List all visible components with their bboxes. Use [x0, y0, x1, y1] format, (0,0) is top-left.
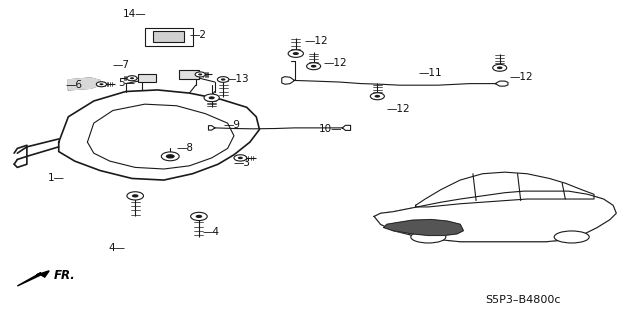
Text: —8: —8: [177, 144, 194, 153]
Polygon shape: [68, 78, 100, 90]
Circle shape: [132, 194, 138, 197]
Bar: [145, 28, 193, 46]
Circle shape: [161, 152, 179, 161]
Text: —12: —12: [323, 58, 347, 68]
Circle shape: [196, 215, 202, 218]
Circle shape: [195, 72, 205, 77]
FancyBboxPatch shape: [179, 70, 199, 79]
Circle shape: [99, 83, 104, 85]
Text: —4: —4: [202, 227, 219, 237]
Text: —9: —9: [223, 120, 240, 130]
Text: —12: —12: [509, 72, 533, 82]
Text: —11: —11: [419, 68, 442, 78]
Circle shape: [311, 65, 316, 68]
Polygon shape: [415, 172, 594, 207]
FancyBboxPatch shape: [138, 74, 156, 82]
Circle shape: [166, 154, 175, 159]
Text: 10—: 10—: [319, 124, 342, 135]
Text: —13: —13: [226, 74, 250, 84]
Polygon shape: [384, 219, 463, 235]
Polygon shape: [17, 271, 49, 286]
Circle shape: [371, 93, 385, 100]
Circle shape: [238, 157, 243, 159]
Text: —6: —6: [65, 80, 82, 90]
Text: —2: —2: [189, 30, 206, 40]
Circle shape: [198, 73, 202, 76]
Circle shape: [307, 63, 321, 70]
Circle shape: [234, 155, 246, 161]
Ellipse shape: [411, 231, 446, 243]
Circle shape: [127, 76, 137, 81]
Circle shape: [497, 66, 502, 69]
Circle shape: [209, 96, 215, 99]
Circle shape: [292, 52, 299, 55]
Text: FR.: FR.: [54, 269, 76, 282]
Text: 14—: 14—: [123, 9, 147, 19]
Text: —12: —12: [387, 104, 410, 114]
Circle shape: [374, 95, 380, 98]
Text: 4—: 4—: [109, 243, 125, 253]
Text: —7: —7: [113, 60, 130, 70]
Circle shape: [204, 94, 220, 102]
Circle shape: [218, 77, 229, 82]
Circle shape: [130, 77, 134, 79]
Polygon shape: [374, 191, 616, 242]
Circle shape: [191, 212, 207, 220]
Text: 1—: 1—: [48, 174, 65, 183]
Ellipse shape: [554, 231, 589, 243]
Circle shape: [493, 64, 507, 71]
Circle shape: [127, 192, 143, 200]
Text: —12: —12: [304, 36, 328, 46]
Text: 5—: 5—: [118, 78, 135, 88]
Circle shape: [221, 78, 225, 81]
Circle shape: [288, 50, 303, 57]
Text: —3: —3: [234, 158, 251, 168]
Text: S5P3–B4800c: S5P3–B4800c: [486, 295, 561, 305]
Circle shape: [97, 82, 106, 87]
FancyBboxPatch shape: [153, 31, 184, 42]
